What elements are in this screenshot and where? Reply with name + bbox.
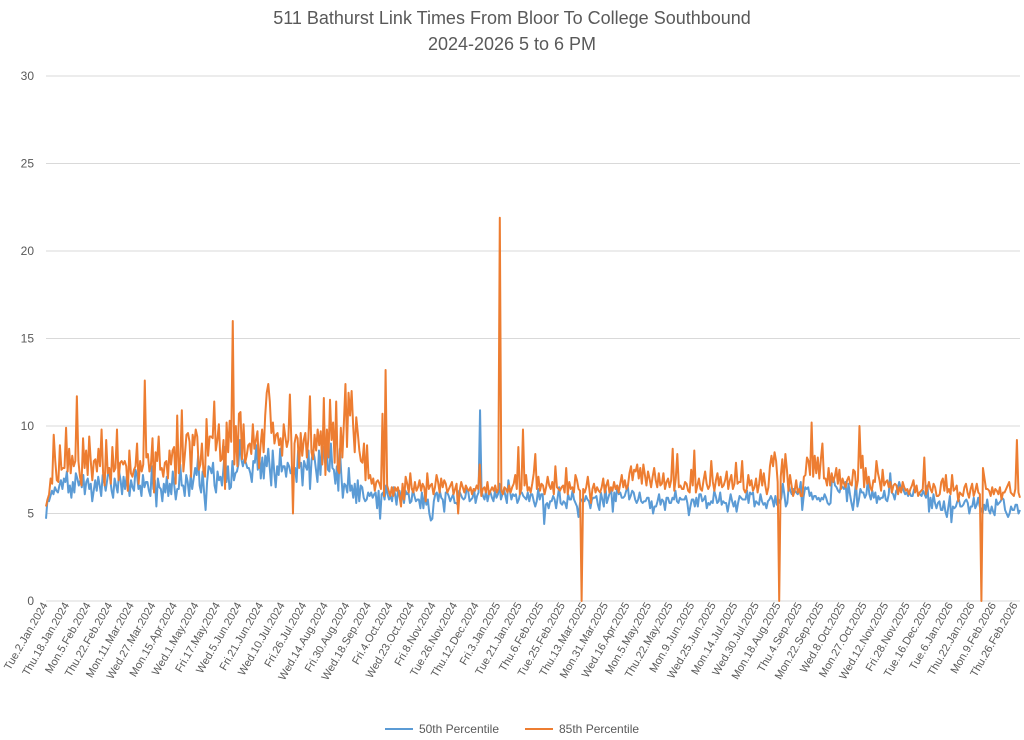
y-tick-label: 0 (27, 594, 34, 608)
legend-swatch-p50 (384, 728, 413, 730)
chart-subtitle: 2024-2026 5 to 6 PM (427, 34, 597, 54)
y-tick-label: 25 (21, 157, 35, 171)
chart-title: 511 Bathurst Link Times From Bloor To Co… (273, 8, 751, 28)
legend-swatch-p85 (525, 728, 553, 730)
legend-item-p50: 50th Percentile (384, 722, 499, 736)
legend-item-p85: 85th Percentile (525, 722, 639, 736)
legend-label-p50: 50th Percentile (418, 722, 499, 736)
series-line-p50 (45, 409, 1021, 525)
y-tick-label: 15 (21, 332, 35, 346)
series-line-p85 (45, 216, 1021, 602)
y-tick-label: 20 (21, 244, 35, 258)
y-tick-label: 30 (21, 69, 35, 83)
y-tick-label: 10 (21, 419, 35, 433)
legend-label-p85: 85th Percentile (559, 722, 640, 736)
legend: 50th Percentile 85th Percentile (0, 722, 1024, 736)
y-tick-label: 5 (27, 507, 34, 521)
